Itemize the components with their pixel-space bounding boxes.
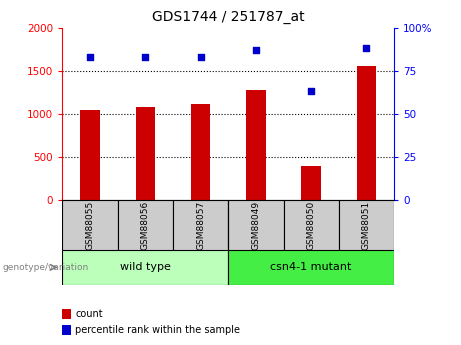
Bar <box>62 250 228 285</box>
Bar <box>80 110 100 200</box>
Text: percentile rank within the sample: percentile rank within the sample <box>75 325 240 335</box>
Bar <box>301 166 321 200</box>
Bar <box>357 66 376 200</box>
Text: wild type: wild type <box>120 263 171 272</box>
Bar <box>118 200 173 250</box>
Text: GSM88055: GSM88055 <box>85 200 95 250</box>
Bar <box>284 200 339 250</box>
Point <box>197 54 204 60</box>
Point <box>252 47 260 53</box>
Bar <box>228 250 394 285</box>
Bar <box>136 107 155 200</box>
Point <box>86 54 94 60</box>
Text: count: count <box>75 309 103 319</box>
Text: GSM88057: GSM88057 <box>196 200 205 250</box>
Point <box>307 89 315 94</box>
Text: GSM88056: GSM88056 <box>141 200 150 250</box>
Text: csn4-1 mutant: csn4-1 mutant <box>271 263 352 272</box>
Text: GSM88049: GSM88049 <box>251 200 260 250</box>
Bar <box>173 200 228 250</box>
Bar <box>246 90 266 200</box>
Bar <box>339 200 394 250</box>
Bar <box>191 104 210 200</box>
Bar <box>228 200 284 250</box>
Text: genotype/variation: genotype/variation <box>2 263 89 272</box>
Text: GSM88050: GSM88050 <box>307 200 316 250</box>
Point <box>363 46 370 51</box>
Point <box>142 54 149 60</box>
Bar <box>62 200 118 250</box>
Title: GDS1744 / 251787_at: GDS1744 / 251787_at <box>152 10 305 24</box>
Text: GSM88051: GSM88051 <box>362 200 371 250</box>
